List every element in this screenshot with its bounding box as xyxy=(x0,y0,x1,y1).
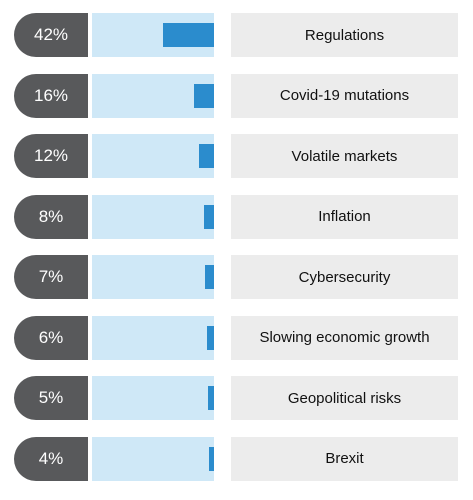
category-label: Slowing economic growth xyxy=(231,315,458,360)
bar xyxy=(207,386,214,410)
bar-row: 6% Slowing economic growth xyxy=(0,315,473,360)
bar-row: 5% Geopolitical risks xyxy=(0,376,473,420)
bar-track xyxy=(92,255,214,299)
value-label: 42% xyxy=(14,13,88,57)
bar xyxy=(205,265,214,289)
bar xyxy=(199,144,214,168)
bar-row: 4% Brexit xyxy=(0,436,473,481)
bar-track xyxy=(92,315,214,360)
bar-row: 42% Regulations xyxy=(0,13,473,57)
value-label: 12% xyxy=(14,134,88,178)
bar-track xyxy=(92,134,214,178)
bar-row: 12% Volatile markets xyxy=(0,134,473,178)
bar-track xyxy=(92,13,214,57)
category-label: Volatile markets xyxy=(231,134,458,178)
bar xyxy=(162,23,214,47)
value-label: 4% xyxy=(14,436,88,481)
bar xyxy=(204,204,214,229)
category-label: Geopolitical risks xyxy=(231,376,458,420)
category-label: Cybersecurity xyxy=(231,255,458,299)
bar-track xyxy=(92,376,214,420)
bar-track xyxy=(92,73,214,118)
bar xyxy=(209,446,214,471)
value-label: 5% xyxy=(14,376,88,420)
category-label: Brexit xyxy=(231,436,458,481)
bar-row: 8% Inflation xyxy=(0,194,473,239)
bar-row: 7% Cybersecurity xyxy=(0,255,473,299)
value-label: 16% xyxy=(14,73,88,118)
category-label: Inflation xyxy=(231,194,458,239)
value-label: 8% xyxy=(14,194,88,239)
category-label: Covid-19 mutations xyxy=(231,73,458,118)
bar xyxy=(206,325,214,350)
value-label: 7% xyxy=(14,255,88,299)
bar-track xyxy=(92,194,214,239)
bar-row: 16% Covid-19 mutations xyxy=(0,73,473,118)
bar-track xyxy=(92,436,214,481)
category-label: Regulations xyxy=(231,13,458,57)
value-label: 6% xyxy=(14,315,88,360)
bar xyxy=(194,83,214,108)
